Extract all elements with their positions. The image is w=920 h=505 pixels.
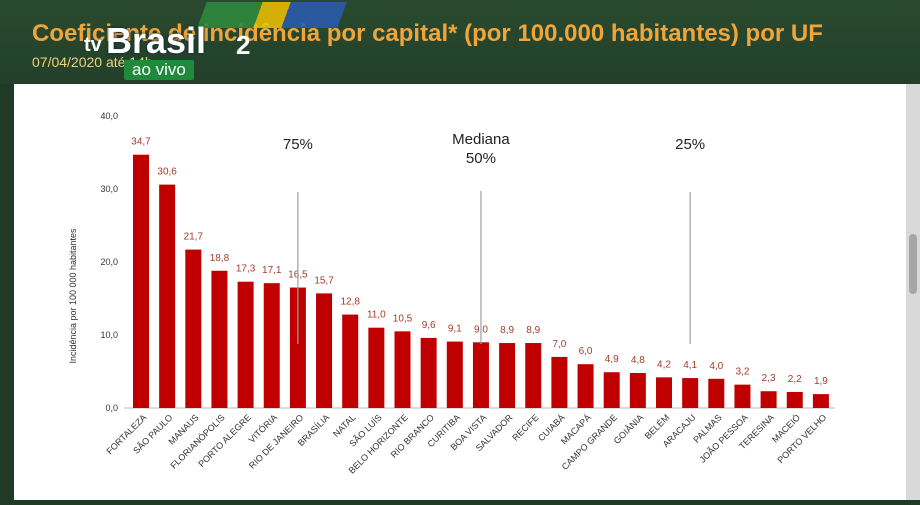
bar [577,364,594,408]
bar-value-label: 4,2 [657,359,671,370]
bar [237,281,254,408]
x-category-label: PORTO VELHO [776,412,829,465]
bar [316,293,333,408]
bar-value-label: 8,9 [526,325,540,336]
bar [629,372,646,408]
y-axis-label: Incidência por 100 000 habitantes [68,228,78,364]
bar [472,342,489,408]
bar-value-label: 2,2 [788,374,802,385]
bar-value-label: 7,0 [552,339,566,350]
logo-tv-text: tv [84,34,102,56]
y-tick-label: 30,0 [100,184,118,194]
bar [394,331,411,408]
header-bar: Coeficiente de incidência por capital* (… [0,0,920,84]
bar [656,377,672,408]
chart-title: Coeficiente de incidência por capital* (… [32,20,823,47]
x-category-label: RECIFE [510,412,540,442]
bar [342,314,359,408]
logo-channel-number: 2 [236,30,251,60]
bar-value-label: 12,8 [340,297,360,308]
y-tick-label: 20,0 [100,257,118,267]
bar-value-label: 4,8 [631,355,645,366]
bar-value-label: 15,7 [314,275,334,286]
bar [812,394,829,408]
bar-value-label: 4,9 [605,354,619,365]
bar [734,384,751,408]
annotation-label: 25% [675,136,705,153]
bar [446,341,463,408]
bar [786,391,803,408]
bar-value-label: 1,9 [814,376,828,387]
bar-chart: Incidência por 100 000 habitantes 0,0 10,… [68,111,835,476]
bar-value-label: 18,8 [210,253,230,264]
bar [420,337,437,408]
flag-stripe-icon [197,2,347,28]
tv-brasil-logo: tv Brasil 2 ao vivo [84,2,347,82]
bar [603,372,620,408]
bar-value-label: 21,7 [184,232,204,243]
bar-value-label: 30,6 [157,167,177,178]
bar-value-label: 3,2 [735,367,749,378]
bar-value-label: 8,9 [500,325,514,336]
annotation-label: Mediana [452,131,510,148]
bar-value-label: 34,7 [131,137,151,148]
live-badge: ao vivo [124,60,194,80]
bar [682,378,699,408]
logo-brand-text: Brasil [106,20,207,61]
bar [211,270,228,408]
bar-value-label: 17,1 [262,265,282,276]
bar [708,378,725,408]
scrollbar-thumb[interactable] [909,234,917,294]
bar [289,287,306,408]
y-tick-label: 0,0 [105,403,118,413]
vertical-scrollbar[interactable] [906,84,920,500]
bar [159,184,176,408]
y-tick-label: 10,0 [100,330,118,340]
bar-value-label: 4,0 [709,361,723,372]
bar [525,343,542,408]
bar [760,391,777,408]
bar-value-label: 9,1 [448,324,462,335]
y-tick-label: 40,0 [100,111,118,121]
bar-value-label: 6,0 [579,346,593,357]
annotation-label: 50% [466,150,496,167]
bar-value-label: 17,3 [236,264,256,275]
bar-value-label: 2,3 [762,373,776,384]
annotation-label: 75% [283,136,313,153]
bar-value-label: 9,6 [422,320,436,331]
bar [263,283,280,408]
bar [133,154,149,408]
bar-value-label: 11,0 [367,310,386,321]
bar [551,356,568,408]
bar [368,327,385,408]
bar-value-label: 10,5 [393,313,413,324]
bar [499,343,516,408]
chart-subtitle: 07/04/2020 até 14h [32,54,153,70]
bar [185,249,202,408]
chart-panel: Incidência por 100 000 habitantes 0,0 10,… [14,84,906,500]
bar-value-label: 4,1 [683,360,697,371]
